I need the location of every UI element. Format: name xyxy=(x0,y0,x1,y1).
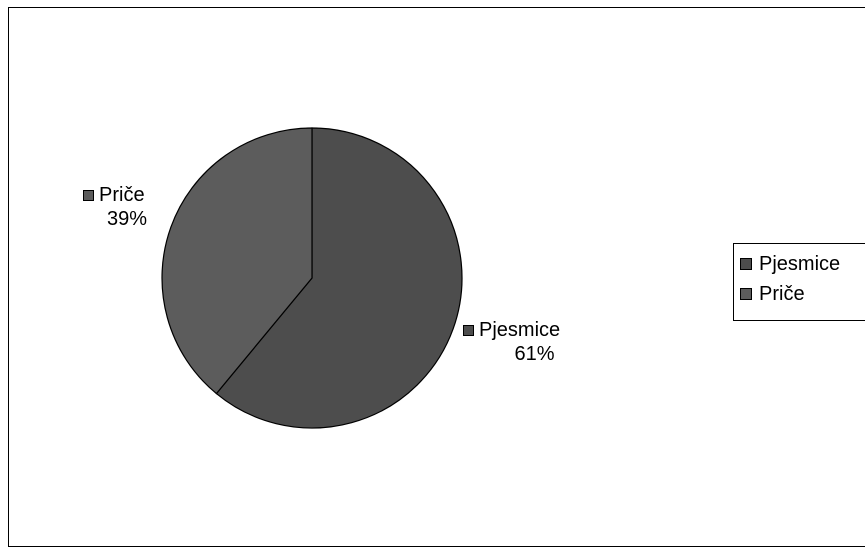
data-label-price: Priče 39% xyxy=(83,183,147,231)
data-label-pjesmice: Pjesmice 61% xyxy=(463,318,560,366)
legend-swatch-price xyxy=(740,288,752,300)
legend-item-pjesmice: Pjesmice xyxy=(740,249,865,279)
data-label-value-price: 39% xyxy=(107,208,148,230)
data-label-name-pjesmice: Pjesmice xyxy=(479,319,561,341)
legend: Pjesmice Priče xyxy=(733,243,865,321)
data-label-name-price: Priče xyxy=(99,184,145,206)
data-label-value-pjesmice: 61% xyxy=(514,343,555,365)
pie-slice-pjesmice xyxy=(215,127,463,429)
data-label-swatch-price xyxy=(83,189,94,201)
legend-label-pjesmice: Pjesmice xyxy=(759,252,841,275)
data-label-swatch-pjesmice xyxy=(463,324,474,336)
legend-swatch-pjesmice xyxy=(740,258,752,270)
legend-label-price: Priče xyxy=(759,282,805,305)
legend-item-price: Priče xyxy=(740,279,865,309)
pie-slice-pri-e xyxy=(161,127,313,395)
